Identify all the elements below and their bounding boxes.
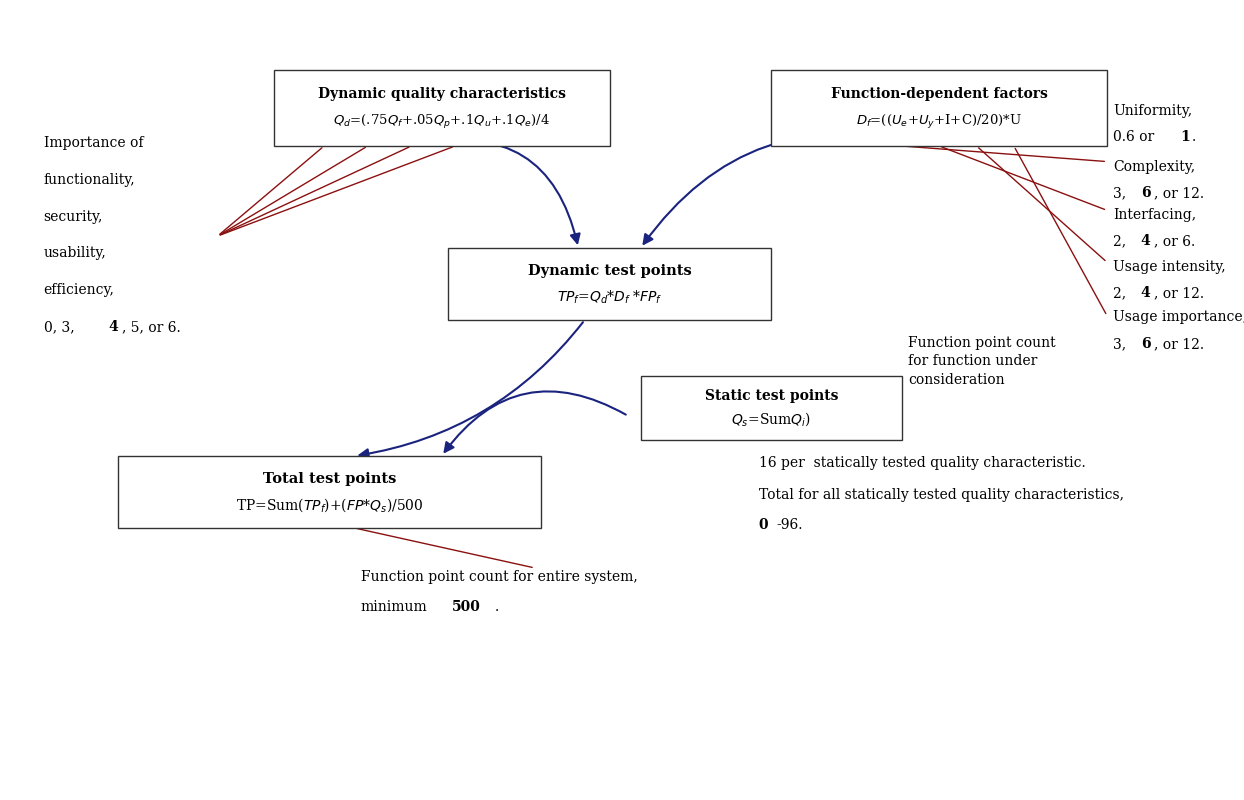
Text: $TP_f$=$Q_d$*$D_f$ *$FP_f$: $TP_f$=$Q_d$*$D_f$ *$FP_f$: [557, 288, 662, 306]
Text: 500: 500: [452, 600, 480, 614]
Text: 0, 3,: 0, 3,: [44, 320, 78, 334]
FancyBboxPatch shape: [448, 248, 771, 320]
Text: security,: security,: [44, 210, 103, 223]
Text: 3,: 3,: [1113, 337, 1131, 350]
Text: Usage intensity,: Usage intensity,: [1113, 260, 1227, 274]
Text: , or 12.: , or 12.: [1154, 337, 1204, 350]
Text: 16 per  statically tested quality characteristic.: 16 per statically tested quality charact…: [759, 456, 1086, 470]
Text: usability,: usability,: [44, 246, 106, 261]
Text: 4: 4: [108, 320, 118, 334]
FancyBboxPatch shape: [771, 70, 1107, 146]
Text: Total test points: Total test points: [262, 472, 397, 486]
Text: .: .: [495, 600, 499, 614]
Text: Importance of: Importance of: [44, 136, 143, 150]
Text: $Q_s$=Sum$Q_i$): $Q_s$=Sum$Q_i$): [731, 410, 811, 429]
Text: 6: 6: [1141, 337, 1151, 350]
Text: 6: 6: [1141, 186, 1151, 200]
Text: Function point count for entire system,: Function point count for entire system,: [361, 570, 637, 584]
Text: Total for all statically tested quality characteristics,: Total for all statically tested quality …: [759, 488, 1123, 502]
Text: Dynamic quality characteristics: Dynamic quality characteristics: [317, 87, 566, 102]
Text: 2,: 2,: [1113, 286, 1131, 300]
Text: 4: 4: [1141, 286, 1151, 300]
Text: Complexity,: Complexity,: [1113, 160, 1195, 174]
Text: Uniformity,: Uniformity,: [1113, 104, 1193, 118]
Text: Function-dependent factors: Function-dependent factors: [831, 87, 1047, 102]
Text: .: .: [1192, 130, 1195, 144]
Text: -96.: -96.: [776, 518, 802, 533]
FancyBboxPatch shape: [274, 70, 610, 146]
FancyBboxPatch shape: [641, 376, 902, 440]
Text: Function point count
for function under
consideration: Function point count for function under …: [908, 336, 1056, 387]
Text: Interfacing,: Interfacing,: [1113, 208, 1197, 222]
Text: , or 12.: , or 12.: [1154, 186, 1204, 200]
Text: Static test points: Static test points: [704, 390, 838, 403]
Text: Dynamic test points: Dynamic test points: [527, 264, 692, 278]
Text: , 5, or 6.: , 5, or 6.: [122, 320, 180, 334]
Text: 2,: 2,: [1113, 234, 1131, 248]
Text: 4: 4: [1141, 234, 1151, 248]
Text: efficiency,: efficiency,: [44, 283, 114, 298]
Text: $D_f$=(($U_e$+$U_y$+I+C)/20)*U: $D_f$=(($U_e$+$U_y$+I+C)/20)*U: [856, 113, 1023, 130]
Text: Usage importance,: Usage importance,: [1113, 310, 1244, 325]
Text: $Q_d$=(.75$Q_f$+.05$Q_p$+.1$Q_u$+.1$Q_e$)/4: $Q_d$=(.75$Q_f$+.05$Q_p$+.1$Q_u$+.1$Q_e$…: [333, 113, 550, 130]
Text: 3,: 3,: [1113, 186, 1131, 200]
Text: , or 12.: , or 12.: [1154, 286, 1204, 300]
Text: TP=Sum($TP_f$)+($FP$*$Q_s$)/500: TP=Sum($TP_f$)+($FP$*$Q_s$)/500: [236, 496, 423, 514]
FancyBboxPatch shape: [118, 456, 541, 528]
Text: , or 6.: , or 6.: [1154, 234, 1195, 248]
Text: functionality,: functionality,: [44, 173, 136, 187]
Text: minimum: minimum: [361, 600, 428, 614]
Text: 1: 1: [1181, 130, 1191, 144]
Text: 0: 0: [759, 518, 769, 533]
Text: 0.6 or: 0.6 or: [1113, 130, 1159, 144]
